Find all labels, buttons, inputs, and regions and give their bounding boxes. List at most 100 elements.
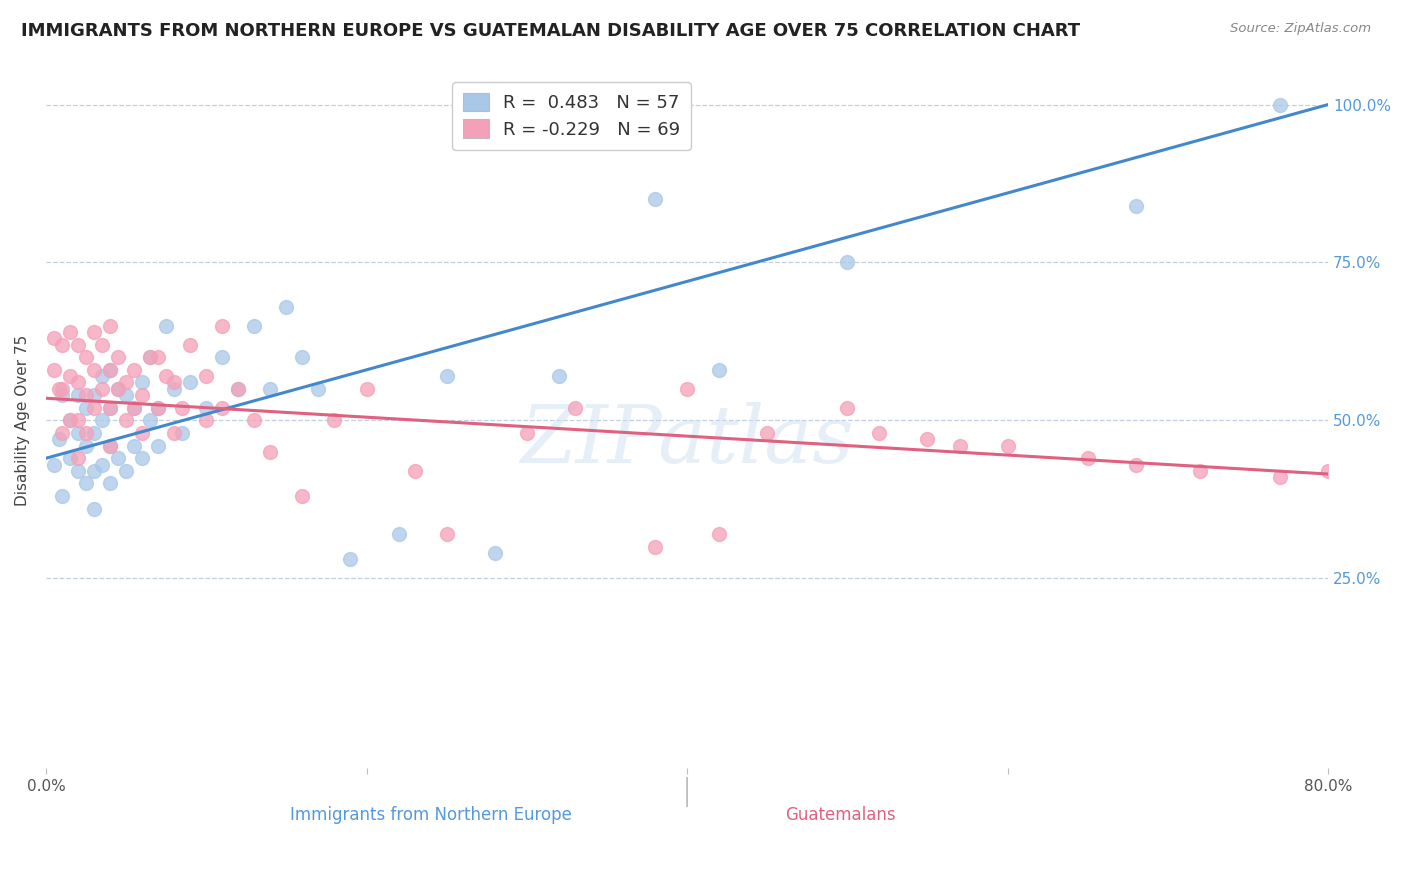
Point — [98, 401, 121, 415]
Point — [75, 350, 97, 364]
Point — [1317, 464, 1340, 478]
Point — [66, 425, 89, 440]
Point — [107, 382, 129, 396]
Point — [163, 382, 186, 396]
Point — [564, 401, 586, 415]
Point — [837, 401, 859, 415]
Point — [91, 382, 114, 396]
Point — [98, 439, 121, 453]
Point — [644, 192, 666, 206]
Point — [122, 439, 145, 453]
Point — [83, 325, 105, 339]
Point — [146, 401, 169, 415]
Point — [66, 464, 89, 478]
Point — [83, 401, 105, 415]
Point — [115, 376, 138, 390]
Point — [339, 552, 361, 566]
Point — [98, 476, 121, 491]
Point — [172, 401, 194, 415]
Point — [259, 382, 281, 396]
Point — [83, 425, 105, 440]
Point — [75, 401, 97, 415]
Point — [1188, 464, 1211, 478]
Point — [195, 401, 218, 415]
Point — [51, 425, 73, 440]
Point — [131, 388, 153, 402]
Point — [547, 369, 569, 384]
Point — [1125, 458, 1147, 472]
Point — [122, 363, 145, 377]
Point — [75, 425, 97, 440]
Point — [83, 501, 105, 516]
Point — [211, 318, 233, 333]
Point — [98, 439, 121, 453]
Point — [122, 401, 145, 415]
Point — [172, 425, 194, 440]
Point — [75, 476, 97, 491]
Point — [51, 489, 73, 503]
Point — [868, 425, 890, 440]
Point — [122, 401, 145, 415]
Text: IMMIGRANTS FROM NORTHERN EUROPE VS GUATEMALAN DISABILITY AGE OVER 75 CORRELATION: IMMIGRANTS FROM NORTHERN EUROPE VS GUATE… — [21, 22, 1080, 40]
Point — [387, 527, 409, 541]
Point — [107, 350, 129, 364]
Point — [243, 318, 266, 333]
Point — [66, 376, 89, 390]
Point — [51, 388, 73, 402]
Point — [59, 413, 82, 427]
Point — [115, 464, 138, 478]
Point — [98, 363, 121, 377]
Point — [211, 401, 233, 415]
Point — [917, 432, 939, 446]
Point — [91, 337, 114, 351]
Point — [139, 413, 162, 427]
Point — [179, 337, 201, 351]
Legend: R =  0.483   N = 57, R = -0.229   N = 69: R = 0.483 N = 57, R = -0.229 N = 69 — [453, 82, 690, 150]
Point — [644, 540, 666, 554]
Point — [163, 376, 186, 390]
Text: ZIPatlas: ZIPatlas — [520, 402, 853, 480]
Point — [276, 300, 298, 314]
Point — [307, 382, 329, 396]
Point — [356, 382, 378, 396]
Text: Immigrants from Northern Europe: Immigrants from Northern Europe — [290, 805, 572, 824]
Point — [436, 527, 458, 541]
Point — [42, 458, 65, 472]
Point — [48, 382, 70, 396]
Point — [155, 318, 177, 333]
Point — [42, 331, 65, 345]
Point — [115, 413, 138, 427]
Point — [756, 425, 779, 440]
Point — [91, 413, 114, 427]
Point — [59, 369, 82, 384]
Point — [707, 527, 730, 541]
Point — [98, 363, 121, 377]
Point — [75, 439, 97, 453]
Point — [155, 369, 177, 384]
Point — [66, 337, 89, 351]
Point — [1268, 470, 1291, 484]
Point — [291, 489, 314, 503]
Point — [83, 464, 105, 478]
Point — [948, 439, 970, 453]
Point — [226, 382, 249, 396]
Point — [139, 350, 162, 364]
Point — [484, 546, 506, 560]
Point — [131, 376, 153, 390]
Point — [146, 439, 169, 453]
Point — [516, 425, 538, 440]
Text: Source: ZipAtlas.com: Source: ZipAtlas.com — [1230, 22, 1371, 36]
Point — [707, 363, 730, 377]
Point — [1077, 451, 1099, 466]
Point — [51, 382, 73, 396]
Text: Guatemalans: Guatemalans — [786, 805, 896, 824]
Point — [1268, 97, 1291, 112]
Point — [195, 413, 218, 427]
Point — [83, 388, 105, 402]
Point — [66, 451, 89, 466]
Point — [195, 369, 218, 384]
Point — [107, 451, 129, 466]
Point — [436, 369, 458, 384]
Point — [676, 382, 699, 396]
Point — [107, 382, 129, 396]
